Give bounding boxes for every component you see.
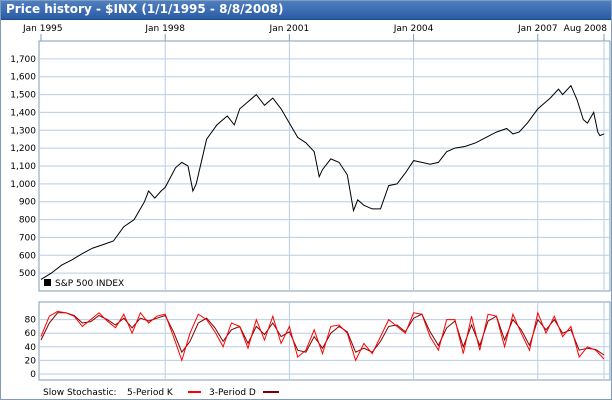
y-tick-label-11: 600 <box>19 251 36 261</box>
x-tick-label-0: Jan 1995 <box>22 24 63 34</box>
y-tick-label-4: 1,300 <box>10 126 36 136</box>
x-tick-label-5: Aug 2008 <box>564 24 608 34</box>
y-tick-label-6: 1,100 <box>10 162 36 172</box>
x-axis-ticks: Jan 1995 Jan 1998 Jan 2001 Jan 2004 Jan 2007… <box>22 24 607 41</box>
legend-label-d: 3-Period D <box>209 388 256 398</box>
y-tick-label-8: 900 <box>19 198 36 208</box>
y-tick-label-10: 700 <box>19 233 36 243</box>
legend-swatch-price <box>44 279 51 286</box>
x-tick-label-1: Jan 1998 <box>144 24 185 34</box>
title-bar: Price history - $INX (1/1/1995 - 8/8/200… <box>1 1 611 20</box>
price-series-line <box>40 84 605 280</box>
y-tick-label-0: 1,700 <box>10 55 36 65</box>
y-tick-label-9: 800 <box>19 216 36 226</box>
y-tick-label-2: 1,500 <box>10 91 36 101</box>
y-tick-label-3: 1,400 <box>10 108 36 118</box>
y-axis-ticks: 1,700 1,600 1,500 1,400 1,300 1,200 1,100 1,000… <box>10 55 36 279</box>
stochastic-grid <box>39 302 610 380</box>
stochastic-panel <box>38 301 611 381</box>
y-tick-label-7: 1,000 <box>10 180 36 190</box>
y-tick-label-12: 500 <box>19 269 36 279</box>
legend-label-price: S&P 500 INDEX <box>55 279 124 289</box>
x-tick-label-2: Jan 2001 <box>269 24 310 34</box>
x-tick-label-4: Jan 2007 <box>517 24 558 34</box>
x-tick-label-3: Jan 2004 <box>393 24 434 34</box>
stoch-y-tick-label-1: 60 <box>25 329 37 339</box>
y-tick-label-1: 1,600 <box>10 73 36 83</box>
price-chart-svg: Jan 1995 Jan 1998 Jan 2001 Jan 2004 Jan 2007… <box>10 24 611 398</box>
stochastic-y-ticks: 80 60 40 20 0 <box>25 316 37 380</box>
stoch-y-tick-label-3: 20 <box>25 356 37 366</box>
main-grid <box>39 41 610 291</box>
stoch-y-tick-label-0: 80 <box>25 316 37 326</box>
legend-label-stochastic: Slow Stochastic: <box>43 388 117 398</box>
stoch-y-tick-label-4: 0 <box>30 370 36 380</box>
y-tick-label-5: 1,200 <box>10 144 36 154</box>
chart-title: Price history - $INX (1/1/1995 - 8/8/200… <box>6 2 284 16</box>
k-series-line <box>40 310 605 363</box>
stoch-y-tick-label-2: 40 <box>25 343 37 353</box>
legend-label-k: 5-Period K <box>127 388 174 398</box>
